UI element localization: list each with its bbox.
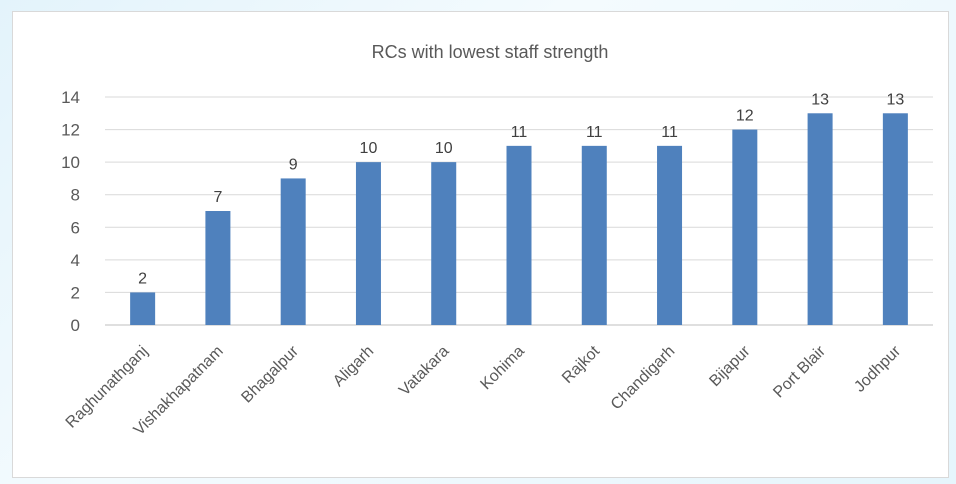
y-tick-label: 10 bbox=[61, 153, 80, 172]
data-label: 10 bbox=[435, 140, 453, 157]
x-category-label: Kohima bbox=[477, 343, 527, 393]
data-label: 13 bbox=[811, 91, 829, 108]
y-tick-label: 2 bbox=[71, 283, 80, 302]
bar bbox=[280, 178, 306, 325]
x-category-label: Chandigarh bbox=[608, 343, 679, 414]
x-category-label: Aligarh bbox=[330, 343, 377, 390]
data-label: 10 bbox=[360, 140, 378, 157]
bar bbox=[657, 145, 683, 325]
y-tick-label: 6 bbox=[71, 218, 80, 237]
x-category-label: Bhagalpur bbox=[238, 342, 302, 406]
x-category-label: Bijapur bbox=[706, 342, 754, 390]
y-tick-label: 14 bbox=[61, 88, 80, 107]
bar bbox=[581, 145, 607, 325]
y-tick-label: 12 bbox=[61, 121, 80, 140]
bars bbox=[130, 113, 908, 326]
bar bbox=[130, 292, 156, 325]
x-category-label: Port Blair bbox=[770, 342, 829, 401]
bar-chart: RCs with lowest staff strength 0 2 4 6 8 10 12… bbox=[61, 42, 933, 439]
data-label: 12 bbox=[736, 108, 754, 125]
data-label: 7 bbox=[213, 189, 222, 206]
bar bbox=[355, 162, 381, 325]
data-label: 2 bbox=[138, 270, 147, 287]
bar bbox=[506, 145, 532, 325]
y-tick-label: 0 bbox=[71, 316, 80, 335]
y-axis-ticks: 0 2 4 6 8 10 12 14 bbox=[61, 88, 80, 335]
data-label: 9 bbox=[289, 156, 298, 173]
data-labels: 2 7 9 10 10 11 11 11 12 13 13 bbox=[138, 91, 904, 287]
bar bbox=[732, 129, 758, 325]
data-label: 13 bbox=[886, 91, 904, 108]
x-category-label: Rajkot bbox=[559, 342, 603, 386]
y-tick-label: 4 bbox=[71, 251, 80, 270]
chart-container: RCs with lowest staff strength 0 2 4 6 8 10 12… bbox=[12, 11, 949, 478]
chart-title: RCs with lowest staff strength bbox=[372, 42, 609, 62]
bar bbox=[205, 211, 231, 325]
data-label: 11 bbox=[586, 124, 603, 141]
bar bbox=[882, 113, 908, 326]
x-category-label: Jodhpur bbox=[851, 342, 904, 395]
bar bbox=[807, 113, 833, 326]
bar bbox=[431, 162, 457, 325]
data-label: 11 bbox=[661, 124, 678, 141]
x-category-label: Vatakara bbox=[396, 343, 453, 400]
y-tick-label: 8 bbox=[71, 186, 80, 205]
data-label: 11 bbox=[511, 124, 528, 141]
